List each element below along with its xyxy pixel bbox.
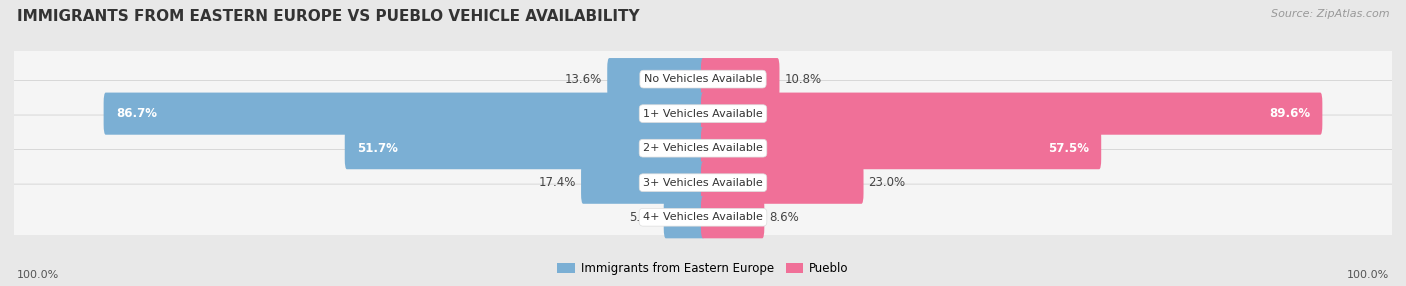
Text: 23.0%: 23.0%: [869, 176, 905, 189]
Text: 51.7%: 51.7%: [357, 142, 398, 155]
FancyBboxPatch shape: [702, 162, 863, 204]
Text: 3+ Vehicles Available: 3+ Vehicles Available: [643, 178, 763, 188]
FancyBboxPatch shape: [11, 80, 1395, 147]
FancyBboxPatch shape: [607, 58, 704, 100]
FancyBboxPatch shape: [702, 127, 1101, 169]
FancyBboxPatch shape: [702, 93, 1323, 135]
Text: 4+ Vehicles Available: 4+ Vehicles Available: [643, 212, 763, 222]
FancyBboxPatch shape: [702, 58, 779, 100]
Text: 17.4%: 17.4%: [538, 176, 576, 189]
Text: 89.6%: 89.6%: [1268, 107, 1310, 120]
FancyBboxPatch shape: [11, 150, 1395, 216]
FancyBboxPatch shape: [664, 196, 704, 238]
Text: 86.7%: 86.7%: [117, 107, 157, 120]
Text: IMMIGRANTS FROM EASTERN EUROPE VS PUEBLO VEHICLE AVAILABILITY: IMMIGRANTS FROM EASTERN EUROPE VS PUEBLO…: [17, 9, 640, 23]
Text: 1+ Vehicles Available: 1+ Vehicles Available: [643, 109, 763, 119]
Text: 100.0%: 100.0%: [1347, 270, 1389, 280]
FancyBboxPatch shape: [104, 93, 704, 135]
FancyBboxPatch shape: [344, 127, 704, 169]
Text: 2+ Vehicles Available: 2+ Vehicles Available: [643, 143, 763, 153]
Text: 57.5%: 57.5%: [1047, 142, 1088, 155]
Text: 10.8%: 10.8%: [785, 73, 821, 86]
Text: Source: ZipAtlas.com: Source: ZipAtlas.com: [1271, 9, 1389, 19]
FancyBboxPatch shape: [11, 184, 1395, 251]
Text: 13.6%: 13.6%: [565, 73, 602, 86]
Text: 5.4%: 5.4%: [628, 211, 659, 224]
Legend: Immigrants from Eastern Europe, Pueblo: Immigrants from Eastern Europe, Pueblo: [553, 258, 853, 280]
FancyBboxPatch shape: [11, 46, 1395, 112]
Text: 100.0%: 100.0%: [17, 270, 59, 280]
Text: 8.6%: 8.6%: [769, 211, 799, 224]
FancyBboxPatch shape: [581, 162, 704, 204]
FancyBboxPatch shape: [702, 196, 765, 238]
FancyBboxPatch shape: [11, 115, 1395, 181]
Text: No Vehicles Available: No Vehicles Available: [644, 74, 762, 84]
